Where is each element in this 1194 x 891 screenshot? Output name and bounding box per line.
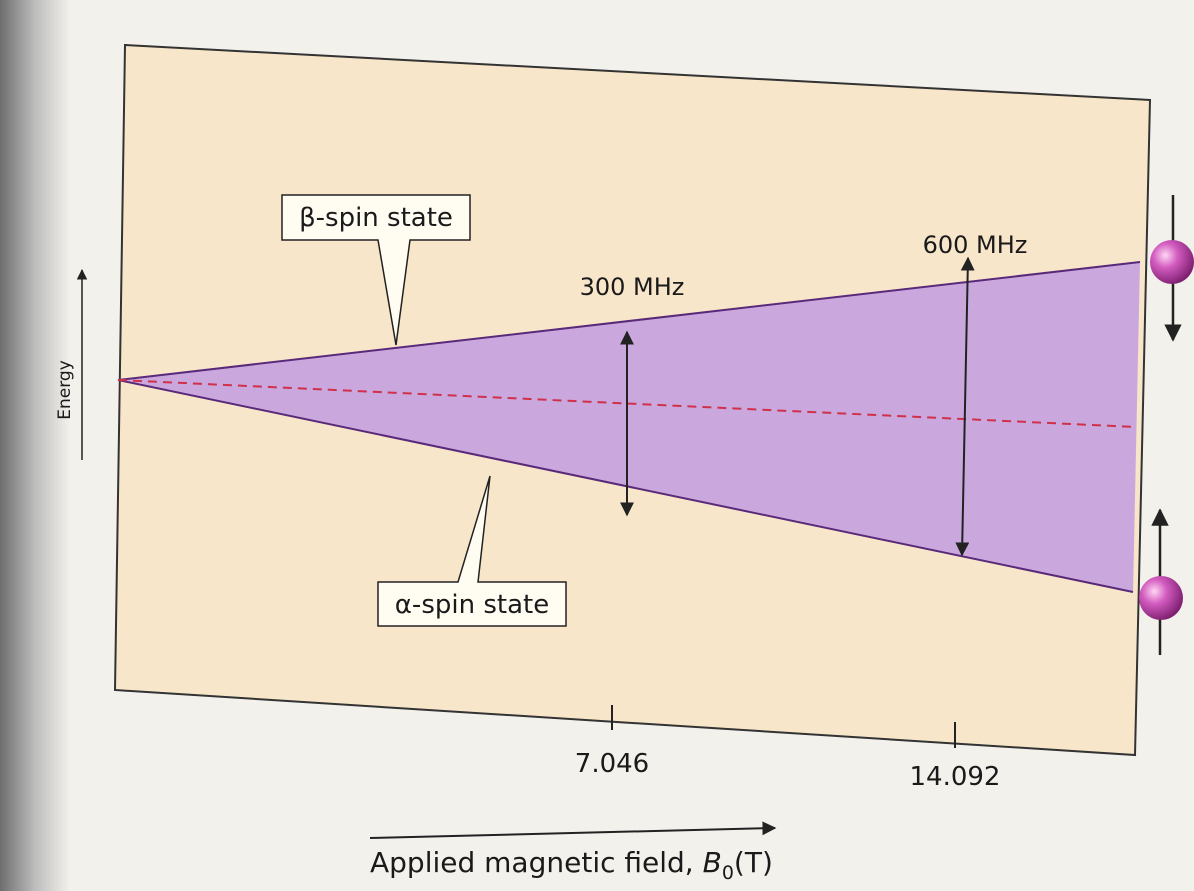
label-subscript: 0 bbox=[722, 862, 734, 884]
label-symbol: B bbox=[703, 846, 722, 879]
nucleus bbox=[1150, 240, 1194, 284]
nucleus bbox=[1139, 576, 1183, 620]
tick-label: 7.046 bbox=[575, 749, 649, 779]
label-text: Applied magnetic field, bbox=[370, 846, 703, 879]
state-label: α-spin state bbox=[395, 590, 549, 620]
gap-label: 600 MHz bbox=[923, 231, 1028, 259]
axis-arrow bbox=[370, 828, 775, 838]
gap-label: 300 MHz bbox=[580, 273, 685, 301]
diagram: 300 MHz 600 MHz β-spin state α-spin stat… bbox=[0, 0, 1194, 891]
x-axis-label: Applied magnetic field, B0(T) bbox=[370, 846, 773, 884]
energy-label: Energy bbox=[55, 360, 75, 420]
state-label: β-spin state bbox=[299, 203, 453, 233]
tick-label: 14.092 bbox=[910, 762, 1001, 792]
label-unit: (T) bbox=[734, 846, 773, 879]
page: 300 MHz 600 MHz β-spin state α-spin stat… bbox=[0, 0, 1194, 891]
page-edge bbox=[0, 0, 70, 891]
